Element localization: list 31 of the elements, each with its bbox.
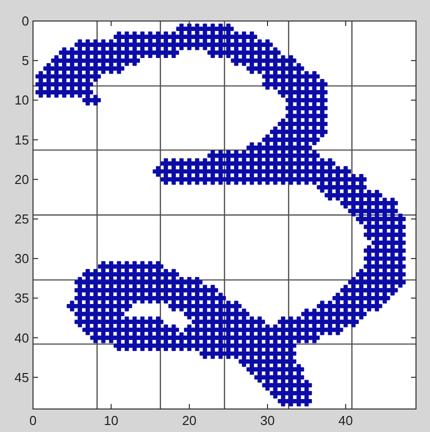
point	[114, 63, 124, 74]
point	[121, 300, 132, 312]
x-tick-label: 20	[182, 413, 197, 428]
point	[332, 324, 344, 336]
point	[90, 71, 101, 82]
point	[309, 332, 320, 344]
point	[395, 276, 406, 288]
point	[90, 94, 101, 106]
y-tick-label: 15	[14, 132, 29, 148]
point	[316, 126, 328, 138]
y-tick-label: 10	[14, 92, 29, 108]
x-tick-label: 30	[260, 413, 275, 428]
y-tick-label: 40	[14, 330, 29, 346]
x-tick-label: 10	[104, 413, 118, 428]
y-tick-label: 20	[14, 172, 29, 187]
point	[168, 47, 180, 58]
y-tick-label: 30	[14, 251, 29, 266]
y-tick-label: 5	[22, 53, 29, 68]
y-tick-label: 25	[14, 212, 29, 227]
x-tick-label: 40	[338, 413, 353, 428]
point	[387, 284, 398, 296]
point	[356, 308, 367, 320]
point	[379, 292, 390, 304]
point	[309, 134, 320, 146]
point	[129, 55, 140, 66]
y-tick-label: 0	[22, 14, 29, 29]
point	[348, 316, 359, 328]
y-tick-label: 45	[14, 370, 29, 385]
point	[301, 396, 312, 406]
y-tick-label: 35	[14, 290, 29, 306]
point	[372, 300, 382, 312]
